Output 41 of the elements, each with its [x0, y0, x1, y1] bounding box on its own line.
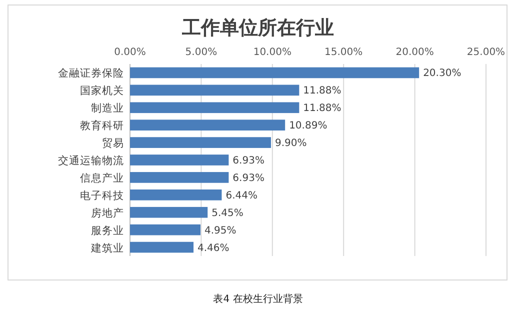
bar [130, 206, 208, 218]
bar [130, 67, 420, 78]
data-label: 4.95% [204, 225, 236, 236]
y-tick-label: 信息产业 [80, 171, 124, 184]
bar [130, 137, 271, 148]
y-tick-label: 电子科技 [80, 188, 124, 202]
bar [130, 102, 300, 114]
data-label: 11.88% [303, 86, 342, 97]
y-tick-label: 房地产 [91, 206, 124, 220]
data-label: 10.89% [289, 120, 328, 132]
x-tick-label: 20.00% [396, 47, 434, 58]
x-tick-label: 5.00% [185, 47, 218, 58]
y-tick-label: 建筑业 [90, 241, 124, 254]
data-label: 5.45% [212, 208, 244, 219]
y-tick-label: 贸易 [102, 136, 124, 150]
data-label: 11.88% [303, 103, 342, 114]
y-tick-label: 交通运输物流 [58, 154, 124, 167]
text: 表4 在校生行业背景 [213, 293, 303, 305]
data-label: 6.93% [232, 156, 264, 166]
y-tick-label: 教育科研 [80, 119, 124, 132]
bar [130, 242, 194, 253]
x-tick-label: 25.00% [466, 47, 506, 58]
x-tick-label: 15.00% [324, 47, 363, 58]
bar [130, 190, 222, 200]
x-tick-label: 0.00% [114, 47, 146, 58]
data-label: 4.46% [198, 242, 230, 254]
bar [130, 224, 200, 236]
bar [130, 120, 286, 130]
data-label: 6.93% [232, 172, 264, 184]
bar [130, 172, 229, 183]
bar [130, 84, 300, 96]
data-label: 9.90% [274, 138, 307, 150]
data-label: 6.44% [226, 190, 258, 202]
y-tick-label: 国家机关 [80, 84, 124, 98]
y-tick-label: 服务业 [91, 224, 124, 237]
y-tick-label: 制造业 [91, 102, 124, 115]
bar [130, 154, 229, 166]
y-tick-label: 金融证券保险 [58, 66, 124, 80]
chart-title: 工作单位所在行业 [181, 17, 334, 39]
x-tick-label: 10.00% [253, 47, 292, 58]
data-label: 20.30% [423, 68, 462, 80]
